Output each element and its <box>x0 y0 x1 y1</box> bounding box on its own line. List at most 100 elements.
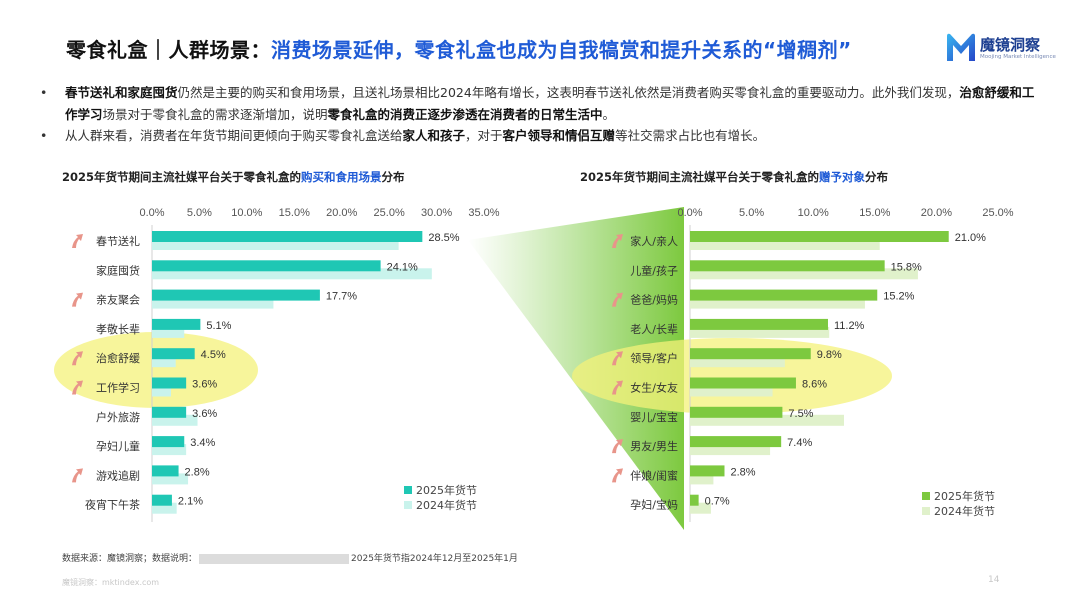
left-chart-bar-2025 <box>152 318 201 330</box>
summary-bullet-1: • 春节送礼和家庭囤货仍然是主要的购买和食用场景，且送礼场景相比2024年略有增… <box>40 82 1040 125</box>
left-chart-tick-label: 35.0% <box>468 207 499 219</box>
left-chart-data-label: 17.7% <box>326 291 357 303</box>
right-chart-bar-2025 <box>690 318 828 330</box>
bullet-emphasis: 家人和孩子 <box>402 128 466 143</box>
right-chart-data-label: 21.0% <box>955 232 986 244</box>
right-chart-bar-2025 <box>690 260 885 272</box>
bullet-text: 场景对于零食礼盒的需求逐渐增加，说明 <box>102 106 328 122</box>
right-chart-bar-2024 <box>690 268 918 280</box>
left-chart-tick-label: 25.0% <box>374 207 405 219</box>
left-chart-bar-2024 <box>152 473 189 485</box>
right-chart-legend-swatch <box>922 492 930 500</box>
left-chart-bar-2024 <box>152 385 171 397</box>
right-chart-bar-2024 <box>690 239 880 250</box>
left-chart-category-label: 孝敬长辈 <box>96 322 140 336</box>
brand-subtitle: Moojing Market Intelligence <box>980 54 1056 60</box>
rising-arrow-icon <box>612 292 623 307</box>
bullet-emphasis: 春节送礼和家庭囤货 <box>65 85 178 100</box>
left-chart-bar-2024 <box>152 444 187 456</box>
right-chart-bar-2024 <box>690 385 773 397</box>
left-chart-tick-label: 0.0% <box>139 207 164 219</box>
left-chart-bar-2025 <box>152 231 423 242</box>
left-chart-category-label: 春节送礼 <box>96 234 140 248</box>
right-chart-legend-label: 2025年货节 <box>934 489 995 503</box>
left-chart-bar-2025 <box>152 260 381 272</box>
data-source-note: 数据来源：魔镜洞察；数据说明： 2025年货节指2024年12月至2025年1月 <box>62 551 518 564</box>
bullet-emphasis: 客户领导和情侣互赠 <box>502 128 616 143</box>
right-chart-tick-label: 25.0% <box>982 207 1013 219</box>
left-chart-legend-label: 2025年货节 <box>416 483 477 497</box>
right-chart-category-label: 儿童/孩子 <box>630 263 678 277</box>
left-chart-tick-label: 15.0% <box>279 207 310 219</box>
left-chart-bar-2025 <box>152 348 195 360</box>
bullet-dot: • <box>40 128 48 143</box>
left-chart-bar-2024 <box>152 356 176 368</box>
bullet-text: 等社交需求占比也有增长。 <box>615 128 766 143</box>
left-chart-data-label: 3.6% <box>192 379 217 391</box>
right-chart-title-prefix: 2025年货节期间主流社媒平台关于零食礼盒的 <box>580 170 820 184</box>
right-chart-category-label: 爸爸/妈妈 <box>630 293 678 307</box>
right-chart-data-label: 9.8% <box>817 349 842 361</box>
rising-arrow-icon <box>612 234 623 248</box>
left-chart-legend-swatch <box>404 501 412 509</box>
rising-arrow-icon <box>72 468 83 483</box>
left-chart-category-label: 治愈舒缓 <box>96 351 140 365</box>
left-chart-category-label: 亲友聚会 <box>96 293 140 307</box>
left-chart-legend-swatch <box>404 486 412 494</box>
left-chart-data-label: 4.5% <box>201 349 226 361</box>
left-chart-data-label: 5.1% <box>206 320 231 332</box>
left-chart-bar-2025 <box>152 289 320 301</box>
right-chart-category-label: 伴娘/闺蜜 <box>630 468 678 482</box>
left-chart-title-suffix: 分布 <box>381 170 405 184</box>
right-chart-data-label: 2.8% <box>730 466 755 478</box>
summary-bullet-2: • 从人群来看，消费者在年货节期间更倾向于购买零食礼盒送给家人和孩子，对于客户领… <box>40 125 1040 147</box>
left-chart-bar-2024 <box>152 502 177 514</box>
right-chart-bar-2024 <box>690 473 714 485</box>
right-chart-bar-2024 <box>690 502 711 514</box>
left-chart-category-label: 孕妇儿童 <box>96 439 140 453</box>
right-chart-bar-2025 <box>690 436 782 448</box>
right-chart-tick-label: 0.0% <box>677 207 702 219</box>
bullet-text: 从人群来看，消费者在年货节期间更倾向于购买零食礼盒送给 <box>65 128 403 143</box>
right-chart-category-label: 老人/长辈 <box>630 322 678 336</box>
page-number: 14 <box>988 575 1000 585</box>
left-chart-bar-2024 <box>152 239 399 250</box>
right-chart-tick-label: 15.0% <box>859 207 890 219</box>
right-chart-category-label: 孕妇/宝妈 <box>630 498 678 512</box>
right-chart-bar-2024 <box>690 297 865 309</box>
bullet-dot: • <box>40 85 48 100</box>
right-chart-bar-2025 <box>690 377 796 389</box>
data-source-suffix: 2025年货节指2024年12月至2025年1月 <box>351 554 518 564</box>
right-chart-tick-label: 10.0% <box>798 207 829 219</box>
rising-arrow-icon <box>612 380 623 395</box>
right-chart-data-label: 7.4% <box>787 437 812 449</box>
left-chart-data-label: 28.5% <box>428 232 459 244</box>
right-chart-category-label: 领导/客户 <box>630 351 678 365</box>
right-chart-tick-label: 20.0% <box>921 207 952 219</box>
left-chart-data-label: 3.4% <box>190 437 215 449</box>
right-chart-bar-2025 <box>690 231 949 242</box>
rising-arrow-icon <box>612 439 623 454</box>
summary-bullet-1-text: 春节送礼和家庭囤货仍然是主要的购买和食用场景，且送礼场景相比2024年略有增长，… <box>65 85 1034 122</box>
left-chart-bar-2024 <box>152 297 274 309</box>
left-chart-legend-label: 2024年货节 <box>416 498 477 512</box>
bullet-emphasis: 治愈舒缓和工作学习 <box>65 85 1035 122</box>
rising-arrow-icon <box>612 351 623 366</box>
right-chart-category-label: 家人/亲人 <box>630 234 678 248</box>
left-chart-data-label: 2.8% <box>185 466 210 478</box>
data-source-prefix: 数据来源：魔镜洞察；数据说明： <box>62 554 198 564</box>
left-chart-bar-2025 <box>152 465 179 477</box>
left-chart-highlight-ellipse <box>54 332 258 408</box>
left-chart-bar-2025 <box>152 406 187 418</box>
brand-logo-icon <box>947 33 975 61</box>
right-chart-bar-2024 <box>690 444 771 456</box>
right-chart-data-label: 0.7% <box>705 496 730 508</box>
right-chart-legend-label: 2024年货节 <box>934 504 995 518</box>
bullet-text: 仍然是主要的购买和食用场景，且送礼场景相比2024年略有增长，这表明春节送礼依然… <box>177 85 960 100</box>
right-chart-data-label: 11.2% <box>834 320 865 332</box>
left-chart-bar-2024 <box>152 268 432 280</box>
right-chart-data-label: 15.8% <box>891 261 922 273</box>
left-chart-data-label: 24.1% <box>387 261 418 273</box>
right-chart-data-label: 8.6% <box>802 379 827 391</box>
